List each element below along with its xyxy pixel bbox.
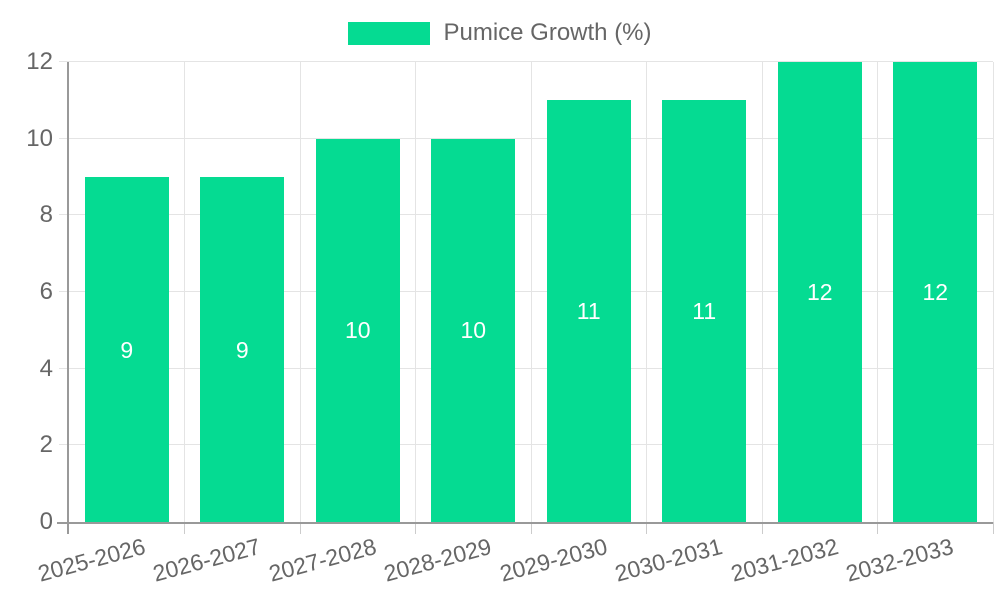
x-axis-line (57, 522, 993, 524)
bar-2026-2027[interactable] (200, 177, 285, 522)
v-gridline (299, 62, 301, 522)
x-tick (761, 522, 763, 534)
x-tick (415, 522, 416, 534)
y-tick (59, 214, 69, 216)
bar-value-label: 10 (344, 317, 371, 344)
y-tick (59, 444, 69, 446)
bar-value-label: 12 (922, 279, 949, 305)
y-tick (59, 61, 69, 62)
x-tick (299, 522, 301, 534)
legend[interactable]: Pumice Growth (%) (0, 20, 1000, 46)
x-tick (530, 522, 532, 534)
y-axis-tick-label: 0 (39, 508, 53, 535)
bar-value-label: 9 (235, 336, 249, 363)
x-tick (646, 522, 647, 534)
v-gridline (184, 62, 185, 522)
legend-label: Pumice Growth (%) (443, 19, 652, 46)
bar-2030-2031[interactable] (662, 100, 747, 522)
y-axis-line (67, 62, 69, 534)
bar-2028-2029[interactable] (431, 138, 516, 522)
bar-2032-2033[interactable] (893, 62, 978, 522)
v-gridline (877, 62, 878, 522)
h-gridline (69, 61, 993, 62)
x-tick (184, 522, 185, 534)
y-tick (59, 291, 69, 292)
v-gridline (530, 62, 532, 522)
y-axis-tick-label: 12 (26, 48, 53, 75)
bar-value-label: 10 (460, 317, 487, 344)
y-axis-tick-label: 10 (26, 124, 53, 152)
v-gridline (415, 62, 416, 522)
bar-value-label: 9 (120, 336, 134, 363)
y-axis-tick-label: 6 (39, 278, 53, 305)
v-gridline (646, 62, 647, 522)
bar-value-label: 11 (692, 298, 717, 325)
bar-2029-2030[interactable] (546, 100, 631, 522)
bar-2027-2028[interactable] (315, 138, 400, 522)
y-axis-tick-label: 8 (39, 201, 53, 229)
bar-value-label: 12 (806, 279, 833, 305)
y-axis-tick-label: 2 (39, 431, 53, 459)
x-tick (877, 522, 878, 534)
bar-2025-2026[interactable] (84, 177, 169, 522)
v-gridline (992, 62, 994, 522)
bar-value-label: 11 (576, 298, 601, 325)
x-tick (992, 522, 994, 534)
bar-2031-2032[interactable] (777, 62, 862, 522)
legend-swatch (348, 21, 431, 45)
y-tick (59, 367, 69, 369)
y-tick (59, 137, 69, 139)
y-axis-tick-label: 4 (39, 354, 53, 382)
v-gridline (761, 62, 763, 522)
